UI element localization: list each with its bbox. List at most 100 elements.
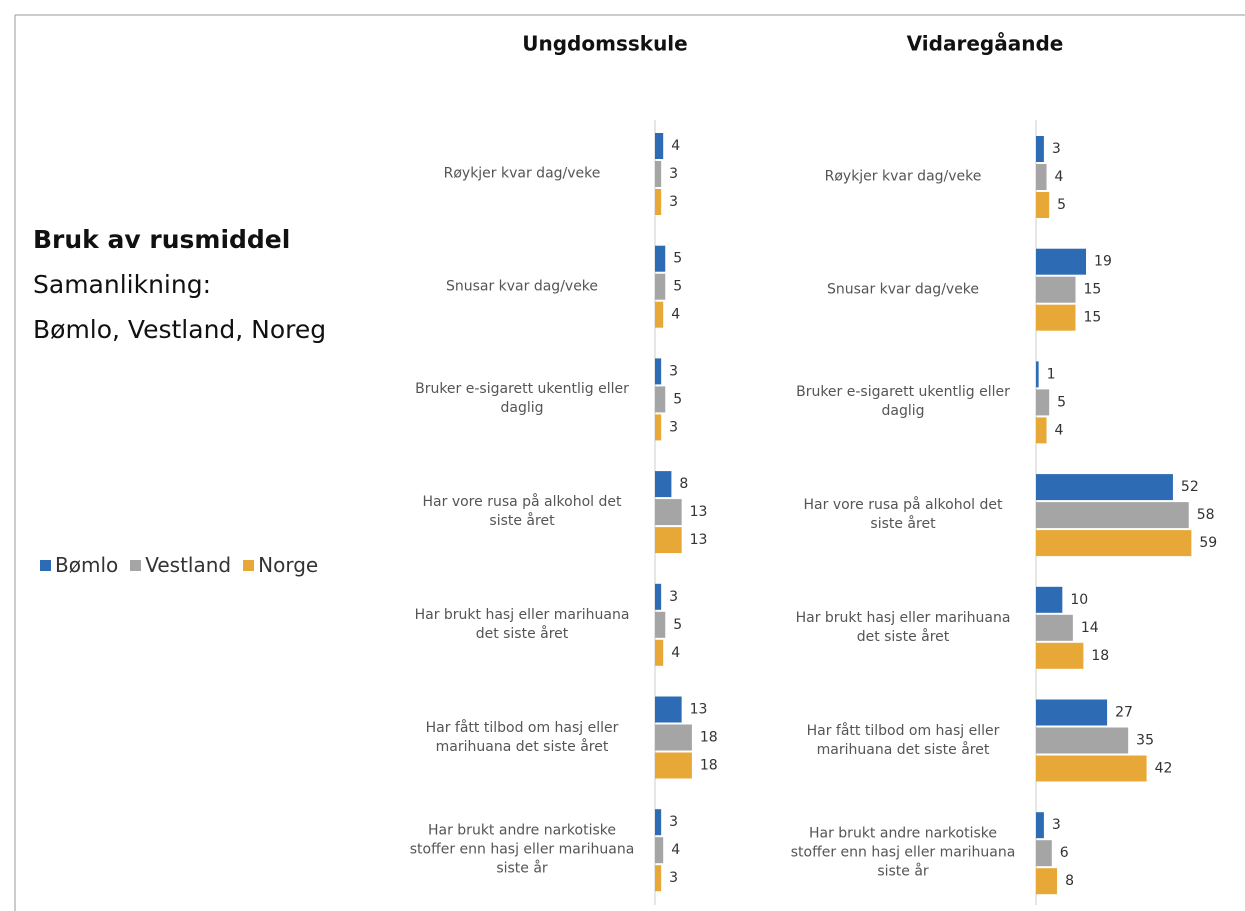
data-label: 4 bbox=[1055, 169, 1064, 185]
bar bbox=[655, 583, 662, 610]
heading-line: Samanlikning: bbox=[33, 270, 212, 299]
bar bbox=[655, 611, 666, 638]
category-label: Har brukt hasj eller marihuana det siste… bbox=[795, 609, 1011, 645]
data-label: 18 bbox=[1091, 648, 1109, 664]
category-label: Har brukt andre narkotiske stoffer enn h… bbox=[409, 822, 635, 877]
bar bbox=[1036, 840, 1052, 867]
legend-item: Norge bbox=[243, 553, 318, 577]
data-label: 15 bbox=[1084, 282, 1102, 298]
data-label: 4 bbox=[671, 307, 680, 323]
bar bbox=[655, 358, 662, 385]
category-label: Snusar kvar dag/veke bbox=[826, 281, 980, 298]
bar bbox=[655, 161, 662, 187]
legend-item: Vestland bbox=[130, 553, 231, 577]
data-label: 14 bbox=[1081, 620, 1099, 636]
legend-swatch bbox=[40, 559, 51, 571]
data-label: 19 bbox=[1094, 254, 1112, 270]
legend-swatch bbox=[130, 559, 142, 571]
bar bbox=[1036, 474, 1173, 501]
data-label: 3 bbox=[1052, 817, 1061, 833]
data-label: 1 bbox=[1047, 366, 1056, 382]
legend-swatch bbox=[243, 559, 255, 571]
bar bbox=[1036, 530, 1192, 557]
bar bbox=[1036, 755, 1147, 782]
heading-title: Bruk av rusmiddel bbox=[33, 225, 291, 254]
data-label: 13 bbox=[690, 702, 708, 718]
data-label: 6 bbox=[1060, 845, 1069, 861]
data-label: 10 bbox=[1070, 592, 1088, 608]
bar bbox=[1036, 361, 1039, 388]
data-label: 3 bbox=[669, 166, 678, 182]
bar bbox=[655, 809, 662, 836]
bar bbox=[1036, 248, 1087, 275]
bar bbox=[1036, 192, 1050, 218]
data-label: 8 bbox=[1065, 873, 1074, 889]
bar bbox=[655, 133, 664, 159]
bar bbox=[1036, 699, 1108, 726]
bar bbox=[655, 837, 664, 864]
bar bbox=[1036, 642, 1084, 669]
bar bbox=[655, 471, 672, 498]
data-label: 18 bbox=[700, 730, 718, 746]
heading-line: Bømlo, Vestland, Noreg bbox=[33, 315, 327, 344]
data-label: 42 bbox=[1155, 761, 1173, 777]
data-label: 4 bbox=[671, 138, 680, 154]
bar bbox=[655, 414, 662, 441]
bar bbox=[1036, 417, 1047, 444]
panel-title: Ungdomsskule bbox=[522, 32, 687, 56]
category-label: Bruker e-sigarett ukentlig eller daglig bbox=[796, 384, 1010, 420]
panel-title: Vidaregåande bbox=[907, 32, 1064, 56]
bar bbox=[1036, 389, 1050, 416]
data-label: 4 bbox=[671, 842, 680, 858]
bar bbox=[655, 639, 664, 666]
data-label: 8 bbox=[679, 476, 688, 492]
bar bbox=[655, 527, 682, 554]
bar bbox=[1036, 304, 1076, 331]
data-label: 58 bbox=[1197, 507, 1215, 523]
category-label: Har brukt hasj eller marihuana det siste… bbox=[414, 606, 630, 642]
bar bbox=[655, 189, 662, 215]
data-label: 5 bbox=[673, 391, 682, 407]
bar bbox=[1036, 502, 1189, 529]
data-label: 13 bbox=[690, 504, 708, 520]
legend-item: Bømlo bbox=[40, 553, 118, 577]
bar bbox=[1036, 586, 1063, 613]
bar bbox=[655, 386, 666, 413]
category-label: Har vore rusa på alkohol det siste året bbox=[803, 497, 1003, 533]
category-label: Røykjer kvar dag/veke bbox=[443, 165, 601, 182]
data-label: 4 bbox=[1055, 422, 1064, 438]
bar bbox=[655, 752, 692, 779]
data-label: 3 bbox=[669, 363, 678, 379]
data-label: 3 bbox=[1052, 141, 1061, 157]
category-label: Har brukt andre narkotiske stoffer enn h… bbox=[790, 825, 1016, 880]
category-label: Snusar kvar dag/veke bbox=[445, 278, 599, 295]
legend-label: Bømlo bbox=[55, 553, 119, 577]
category-label: Har vore rusa på alkohol det siste året bbox=[422, 494, 622, 530]
bar bbox=[655, 301, 664, 328]
bar bbox=[655, 499, 682, 526]
data-label: 5 bbox=[673, 617, 682, 633]
bar bbox=[655, 865, 662, 892]
data-label: 15 bbox=[1084, 310, 1102, 326]
bar bbox=[655, 696, 682, 723]
category-label: Har fått tilbod om hasj eller marihuana … bbox=[425, 719, 619, 755]
legend-label: Vestland bbox=[145, 553, 232, 577]
data-label: 13 bbox=[690, 532, 708, 548]
bar bbox=[1036, 812, 1044, 839]
data-label: 5 bbox=[673, 251, 682, 267]
data-label: 5 bbox=[1057, 197, 1066, 213]
category-label: Har fått tilbod om hasj eller marihuana … bbox=[806, 722, 1000, 758]
data-label: 3 bbox=[669, 194, 678, 210]
bar bbox=[1036, 164, 1047, 190]
data-label: 5 bbox=[1057, 394, 1066, 410]
bar bbox=[1036, 136, 1044, 162]
data-label: 52 bbox=[1181, 479, 1199, 495]
data-label: 4 bbox=[671, 645, 680, 661]
data-label: 27 bbox=[1115, 705, 1133, 721]
bar bbox=[655, 273, 666, 300]
data-label: 59 bbox=[1199, 535, 1217, 551]
legend-label: Norge bbox=[258, 553, 319, 577]
bar bbox=[1036, 727, 1129, 754]
